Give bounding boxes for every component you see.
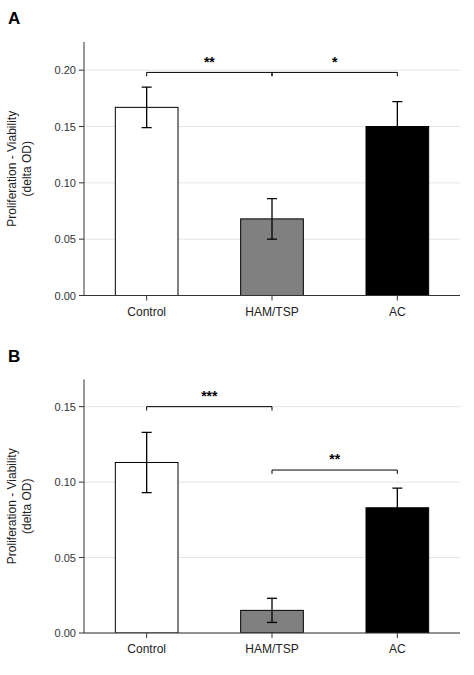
- y-axis-line: [84, 380, 85, 634]
- x-tick: [146, 296, 147, 301]
- x-tick-label: Control: [127, 305, 166, 319]
- y-tick-label: 0.00: [55, 627, 76, 639]
- error-cap: [267, 198, 277, 199]
- error-cap: [267, 622, 277, 623]
- x-tick-label: AC: [389, 305, 406, 319]
- figure: A 0.00 0.05 0.10 0.15 0.20 Proliferation - Via…: [0, 0, 474, 675]
- x-tick-label: AC: [389, 642, 406, 656]
- y-axis-label: Proliferation - Viability(delta OD): [5, 448, 34, 564]
- bracket-line: [147, 72, 272, 76]
- significance-label: **: [204, 54, 215, 70]
- error-cap: [267, 239, 277, 240]
- error-cap: [392, 151, 402, 152]
- error-cap: [142, 492, 152, 493]
- y-tick: [79, 633, 84, 634]
- y-axis-label-line: (delta OD): [20, 479, 34, 534]
- x-tick: [272, 296, 273, 301]
- significance-bracket: [272, 470, 397, 474]
- y-axis-label-line: (delta OD): [20, 141, 34, 196]
- bar: [115, 107, 178, 295]
- y-tick-label: 0.05: [55, 552, 76, 564]
- significance-bracket: [272, 72, 397, 76]
- y-tick-label: 0.15: [55, 121, 76, 133]
- significance-label: *: [332, 54, 338, 70]
- x-tick: [272, 633, 273, 638]
- bar: [366, 127, 429, 296]
- y-tick: [79, 239, 84, 240]
- error-cap: [142, 127, 152, 128]
- error-line: [146, 87, 147, 128]
- error-bar: [142, 432, 152, 492]
- y-tick: [79, 70, 84, 71]
- y-tick: [79, 557, 84, 558]
- plot-area: [115, 87, 428, 295]
- bracket-line: [272, 72, 397, 76]
- error-bar: [392, 102, 402, 152]
- bracket-line: [272, 470, 397, 474]
- error-line: [397, 102, 398, 152]
- error-line: [271, 199, 272, 240]
- error-bar: [142, 87, 152, 128]
- error-cap: [267, 598, 277, 599]
- y-tick-label: 0.10: [55, 177, 76, 189]
- panel: A 0.00 0.05 0.10 0.15 0.20 Proliferation - Via…: [5, 9, 460, 319]
- y-tick: [79, 482, 84, 483]
- error-bar: [392, 488, 402, 527]
- x-tick: [397, 633, 398, 638]
- significance-bracket: [147, 407, 272, 411]
- significance-bracket: [147, 72, 272, 76]
- x-tick-label: HAM/TSP: [245, 305, 298, 319]
- y-tick: [79, 182, 84, 183]
- panel-label: A: [8, 9, 20, 28]
- error-bar: [267, 199, 277, 240]
- panel: B 0.00 0.05 0.10 0.15 Proliferation - Viabili…: [5, 347, 460, 657]
- error-cap: [392, 101, 402, 102]
- error-line: [397, 488, 398, 527]
- error-cap: [392, 487, 402, 488]
- error-cap: [142, 432, 152, 433]
- significance-label: **: [329, 451, 340, 467]
- y-axis-label-line: Proliferation - Viability: [5, 448, 19, 564]
- y-tick-label: 0.00: [55, 290, 76, 302]
- x-tick-label: Control: [127, 642, 166, 656]
- plot-area: [115, 432, 428, 633]
- y-tick: [79, 406, 84, 407]
- x-tick-label: HAM/TSP: [245, 642, 298, 656]
- significance-label: ***: [201, 388, 218, 404]
- bracket-line: [147, 407, 272, 411]
- y-tick-label: 0.10: [55, 476, 76, 488]
- error-bar: [267, 598, 277, 622]
- panel-label: B: [8, 347, 20, 366]
- y-tick-label: 0.20: [55, 64, 76, 76]
- y-tick: [79, 126, 84, 127]
- error-cap: [142, 86, 152, 87]
- y-tick: [79, 295, 84, 296]
- error-line: [271, 598, 272, 622]
- y-tick-label: 0.15: [55, 401, 76, 413]
- grid-line: [84, 70, 460, 71]
- x-tick: [146, 633, 147, 638]
- error-line: [146, 432, 147, 492]
- y-axis-line: [84, 42, 85, 296]
- x-tick: [397, 296, 398, 301]
- error-cap: [392, 527, 402, 528]
- y-axis-label-line: Proliferation - Viability: [5, 111, 19, 227]
- y-tick-label: 0.05: [55, 233, 76, 245]
- y-axis-label: Proliferation - Viability(delta OD): [5, 111, 34, 227]
